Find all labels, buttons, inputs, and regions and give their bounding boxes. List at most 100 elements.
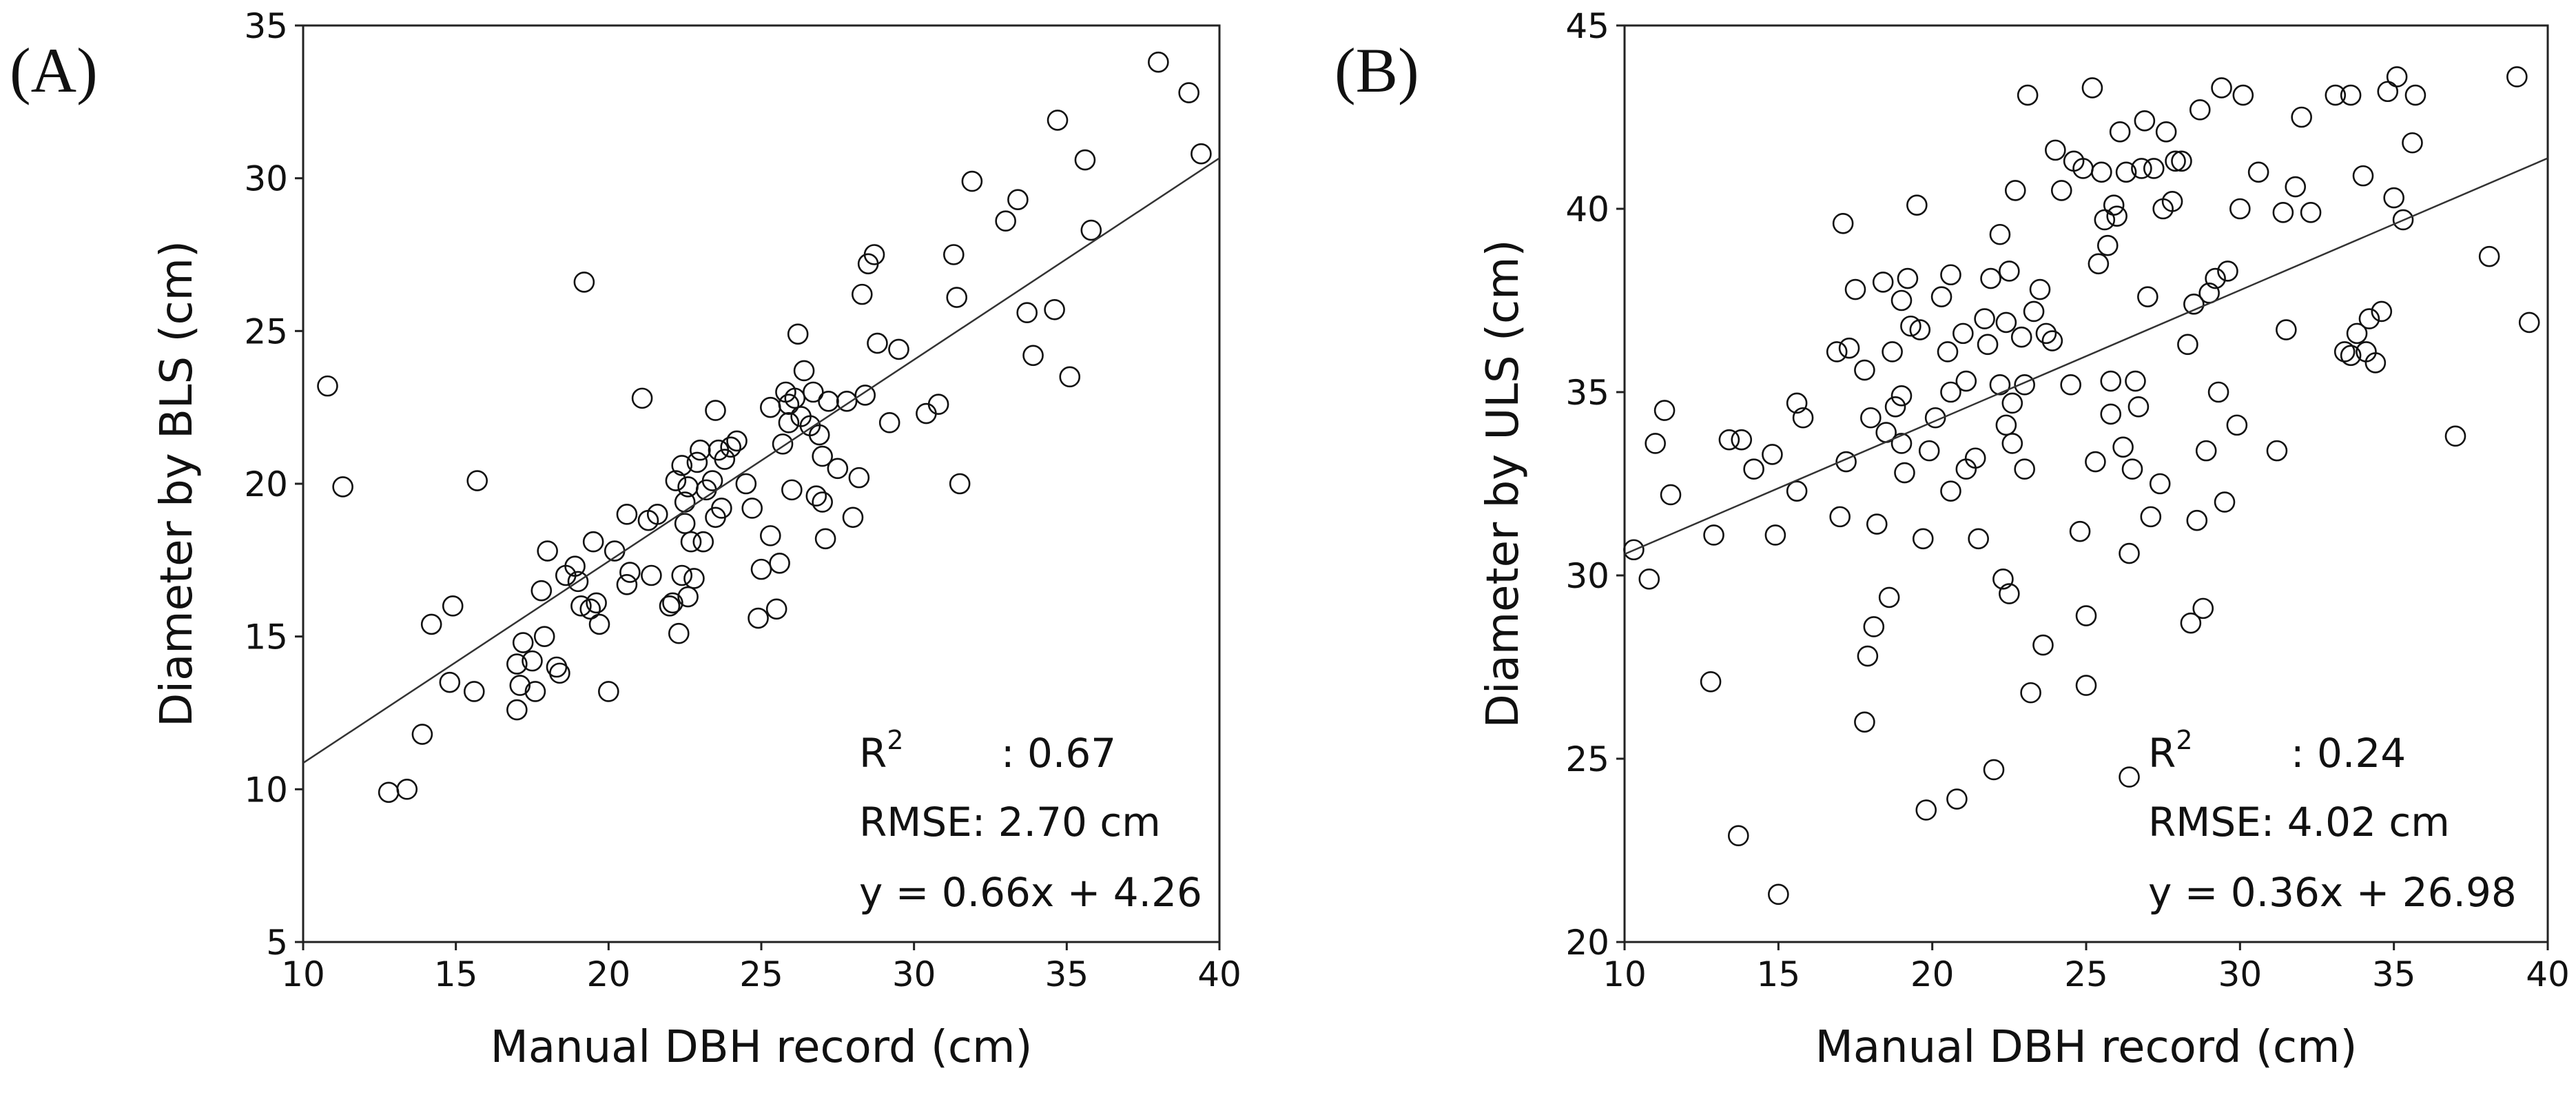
- data-point: [1989, 223, 2011, 245]
- data-point: [1080, 219, 1102, 241]
- x-axis-label-b: Manual DBH record (cm): [1815, 1022, 2358, 1073]
- data-point: [1995, 414, 2017, 436]
- data-point: [1930, 286, 1952, 307]
- y-tick-label: 30: [244, 159, 288, 199]
- data-point: [506, 653, 528, 675]
- data-point: [683, 568, 705, 589]
- x-tick-label: 20: [1910, 954, 1955, 994]
- data-point: [2214, 491, 2236, 513]
- data-point: [2300, 202, 2322, 223]
- data-point: [1918, 440, 1940, 462]
- data-point: [2115, 161, 2137, 183]
- data-point: [2020, 682, 2041, 704]
- data-point: [646, 504, 668, 525]
- data-point: [463, 681, 485, 702]
- data-point: [765, 598, 787, 620]
- x-tick-label: 15: [1757, 954, 1801, 994]
- data-point: [1890, 385, 1913, 407]
- stats-box-a: R2 : 0.67 RMSE: 2.70 cm y = 0.66x + 4.26: [859, 725, 1202, 916]
- data-point: [1915, 799, 1937, 821]
- data-point: [1022, 345, 1044, 367]
- data-point: [668, 622, 690, 644]
- data-point: [2217, 260, 2238, 282]
- data-point: [778, 412, 800, 433]
- data-point: [1718, 429, 1740, 451]
- data-point: [2285, 176, 2307, 198]
- data-point: [2088, 253, 2110, 275]
- y-tick-label: 5: [266, 923, 288, 963]
- data-point: [2075, 675, 2097, 696]
- data-point: [2333, 341, 2356, 362]
- data-point: [2155, 121, 2177, 143]
- data-point: [1768, 883, 1789, 905]
- data-point: [2023, 300, 2045, 323]
- y-tick-label: 25: [1565, 739, 1609, 779]
- x-tick-label: 10: [281, 954, 325, 994]
- data-point: [2364, 352, 2387, 373]
- regression-line-a: [302, 157, 1220, 764]
- x-tick-label: 40: [1197, 954, 1241, 994]
- data-point: [598, 681, 619, 702]
- data-point: [2232, 84, 2254, 106]
- data-point: [726, 430, 748, 452]
- data-point: [2119, 542, 2140, 564]
- data-point: [1977, 334, 1999, 356]
- data-point: [812, 491, 833, 513]
- data-point: [2371, 300, 2393, 323]
- data-point: [2518, 311, 2540, 334]
- data-point: [1940, 480, 1961, 502]
- y-tick-label: 25: [244, 311, 288, 351]
- panel-label-a: (A): [10, 35, 98, 105]
- r2-label-a: R2: [859, 725, 904, 777]
- data-point: [1860, 407, 1882, 429]
- data-point: [2060, 374, 2081, 396]
- data-point: [2195, 440, 2217, 462]
- data-point: [2112, 436, 2134, 458]
- data-point: [1912, 528, 1934, 550]
- data-point: [1857, 645, 1879, 667]
- data-point: [803, 381, 824, 403]
- data-point: [570, 595, 592, 617]
- data-point: [1638, 569, 1660, 590]
- data-point: [671, 455, 693, 476]
- data-point: [1792, 407, 1814, 429]
- data-point: [1909, 319, 1931, 340]
- data-point: [659, 595, 681, 617]
- data-point: [1645, 433, 1666, 454]
- data-point: [1989, 374, 2011, 396]
- data-point: [2183, 294, 2205, 315]
- data-point: [1924, 407, 1946, 429]
- data-point: [2340, 84, 2362, 106]
- data-point: [714, 449, 736, 470]
- data-point: [2004, 180, 2026, 201]
- data-point: [2001, 392, 2023, 414]
- data-point: [2340, 345, 2362, 367]
- data-point: [506, 699, 528, 721]
- data-point: [1047, 110, 1069, 131]
- data-point: [2189, 99, 2211, 121]
- data-point: [332, 476, 353, 498]
- data-points-a: [317, 51, 1212, 804]
- x-tick-label: 15: [434, 954, 478, 994]
- r2-symbol-a: R: [859, 730, 887, 777]
- data-point: [995, 210, 1016, 232]
- data-point: [1955, 370, 1977, 392]
- data-point: [1952, 323, 1974, 345]
- data-point: [760, 525, 781, 546]
- data-point: [616, 573, 638, 595]
- stats-box-b: R2 : 0.24 RMSE: 4.02 cm y = 0.36x + 26.9…: [2148, 725, 2517, 916]
- data-point: [943, 244, 965, 265]
- data-point: [2186, 509, 2208, 531]
- data-point: [2211, 77, 2232, 99]
- data-point: [567, 571, 589, 593]
- data-point: [420, 613, 442, 635]
- data-point: [793, 360, 815, 382]
- data-point: [2096, 234, 2119, 256]
- data-point: [2171, 150, 2192, 172]
- y-ticks-a: 5 10 15 20 25 30 35: [244, 6, 303, 963]
- data-point: [2149, 473, 2171, 495]
- data-point: [2165, 150, 2186, 172]
- data-point: [735, 473, 757, 495]
- data-point: [1835, 451, 1857, 473]
